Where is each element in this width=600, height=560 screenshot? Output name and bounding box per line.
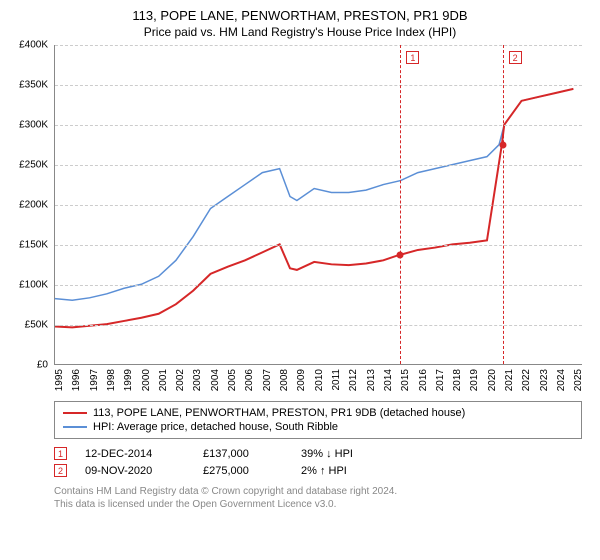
x-tick-label: 2009 — [296, 369, 307, 391]
x-tick-label: 2012 — [348, 369, 359, 391]
x-tick-label: 2018 — [452, 369, 463, 391]
footer-line: Contains HM Land Registry data © Crown c… — [54, 485, 582, 498]
event-vline — [400, 45, 401, 364]
x-tick-label: 2016 — [418, 369, 429, 391]
x-tick-label: 2015 — [400, 369, 411, 391]
legend-label: 113, POPE LANE, PENWORTHAM, PRESTON, PR1… — [93, 407, 465, 419]
x-axis: 1995 1996 1997 1998 1999 2000 2001 2002 2003 2004… — [54, 365, 582, 395]
y-tick-label: £300K — [19, 120, 48, 131]
y-tick-label: £50K — [25, 320, 48, 331]
y-tick-label: £350K — [19, 80, 48, 91]
event-date: 09-NOV-2020 — [85, 465, 185, 477]
legend-item-property: 113, POPE LANE, PENWORTHAM, PRESTON, PR1… — [63, 406, 573, 420]
x-tick-label: 2004 — [210, 369, 221, 391]
x-tick-label: 2024 — [556, 369, 567, 391]
x-tick-label: 2014 — [383, 369, 394, 391]
event-price: £137,000 — [203, 448, 283, 460]
y-tick-label: £150K — [19, 240, 48, 251]
series-hpi — [55, 89, 573, 300]
event-row-marker: 1 — [54, 447, 67, 460]
x-tick-label: 2022 — [521, 369, 532, 391]
event-marker: 2 — [509, 51, 522, 64]
event-vline — [503, 45, 504, 364]
footer-line: This data is licensed under the Open Gov… — [54, 498, 582, 511]
event-row: 1 12-DEC-2014 £137,000 39% ↓ HPI — [54, 445, 582, 462]
plot-inner: 12 — [54, 45, 582, 365]
x-tick-label: 2005 — [227, 369, 238, 391]
x-tick-label: 2011 — [331, 369, 342, 391]
legend-swatch — [63, 426, 87, 428]
event-dot — [397, 252, 404, 259]
y-tick-label: £200K — [19, 200, 48, 211]
event-date: 12-DEC-2014 — [85, 448, 185, 460]
legend-label: HPI: Average price, detached house, Sout… — [93, 421, 338, 433]
x-tick-label: 2001 — [158, 369, 169, 391]
x-tick-label: 2008 — [279, 369, 290, 391]
x-tick-label: 2017 — [435, 369, 446, 391]
legend-item-hpi: HPI: Average price, detached house, Sout… — [63, 420, 573, 434]
y-tick-label: £0 — [37, 360, 48, 371]
plot-area: £0£50K£100K£150K£200K£250K£300K£350K£400… — [54, 45, 582, 395]
x-tick-label: 2000 — [141, 369, 152, 391]
event-table: 1 12-DEC-2014 £137,000 39% ↓ HPI 2 09-NOV-202… — [54, 445, 582, 479]
x-tick-label: 1998 — [106, 369, 117, 391]
event-marker: 1 — [406, 51, 419, 64]
x-tick-label: 2003 — [192, 369, 203, 391]
event-row: 2 09-NOV-2020 £275,000 2% ↑ HPI — [54, 462, 582, 479]
chart-subtitle: Price paid vs. HM Land Registry's House … — [10, 25, 590, 39]
x-tick-label: 1995 — [54, 369, 65, 391]
x-tick-label: 1999 — [123, 369, 134, 391]
x-tick-label: 2007 — [262, 369, 273, 391]
event-dot — [499, 142, 506, 149]
y-axis: £0£50K£100K£150K£200K£250K£300K£350K£400… — [10, 45, 50, 395]
x-tick-label: 2023 — [539, 369, 550, 391]
footer-attribution: Contains HM Land Registry data © Crown c… — [54, 485, 582, 511]
x-tick-label: 2002 — [175, 369, 186, 391]
y-tick-label: £250K — [19, 160, 48, 171]
event-delta: 39% ↓ HPI — [301, 448, 353, 460]
x-tick-label: 2013 — [366, 369, 377, 391]
x-tick-label: 2021 — [504, 369, 515, 391]
legend: 113, POPE LANE, PENWORTHAM, PRESTON, PR1… — [54, 401, 582, 439]
event-row-marker: 2 — [54, 464, 67, 477]
x-tick-label: 2025 — [573, 369, 584, 391]
x-tick-label: 2020 — [487, 369, 498, 391]
x-tick-label: 2019 — [469, 369, 480, 391]
y-tick-label: £400K — [19, 40, 48, 51]
x-tick-label: 1997 — [89, 369, 100, 391]
legend-swatch — [63, 412, 87, 414]
y-tick-label: £100K — [19, 280, 48, 291]
event-delta: 2% ↑ HPI — [301, 465, 347, 477]
chart-container: 113, POPE LANE, PENWORTHAM, PRESTON, PR1… — [0, 0, 600, 517]
x-tick-label: 2006 — [244, 369, 255, 391]
event-price: £275,000 — [203, 465, 283, 477]
x-tick-label: 1996 — [71, 369, 82, 391]
chart-title: 113, POPE LANE, PENWORTHAM, PRESTON, PR1… — [10, 8, 590, 23]
x-tick-label: 2010 — [314, 369, 325, 391]
